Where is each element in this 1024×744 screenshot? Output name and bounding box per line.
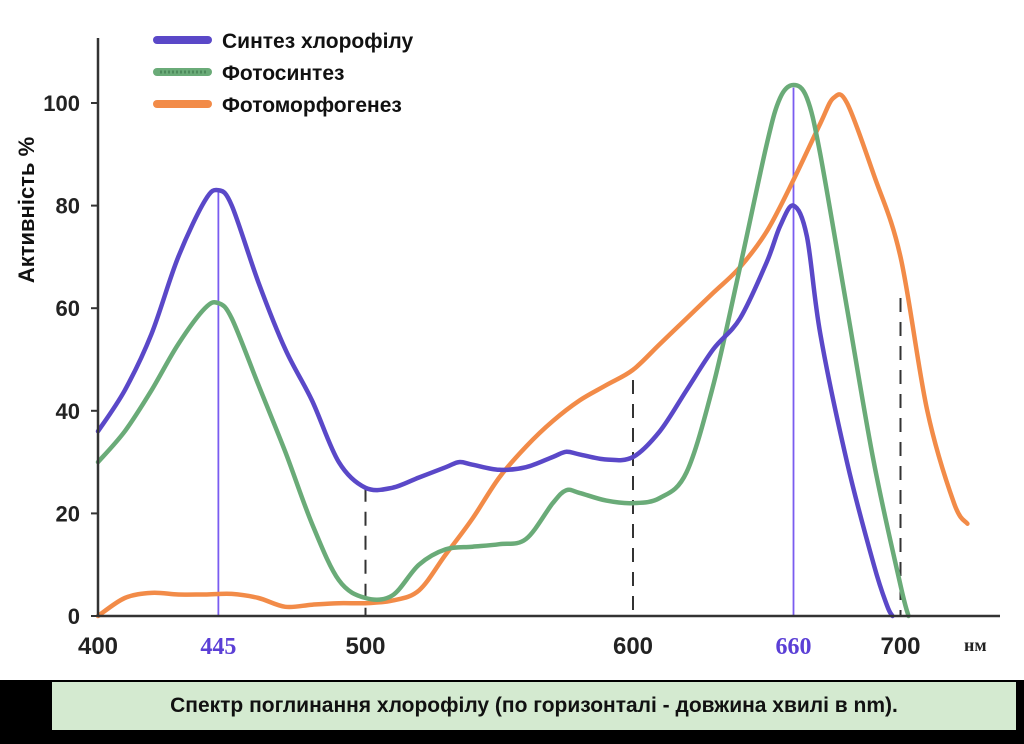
axes xyxy=(96,38,1000,618)
x-axis-unit-label: нм xyxy=(964,635,987,655)
x-tick-label: 600 xyxy=(613,633,653,660)
legend-label: Фотосинтез xyxy=(222,62,344,85)
series-lines xyxy=(95,82,970,619)
legend-label: Синтез хлорофілу xyxy=(222,30,413,53)
y-tick-label: 80 xyxy=(56,194,80,219)
x-tick-label: 500 xyxy=(345,633,385,660)
chart-area: 0 20 40 60 80 100 400 445 500 600 660 700 нм Актив… xyxy=(0,0,1024,680)
x-ticks: 400 445 500 600 660 700 xyxy=(78,633,921,660)
series-line-2 xyxy=(95,82,911,619)
series-line-3 xyxy=(95,92,970,619)
y-tick-label: 20 xyxy=(56,501,80,526)
y-tick-label: 40 xyxy=(56,399,80,424)
series-line-1 xyxy=(95,187,895,619)
legend-label: Фотоморфогенез xyxy=(222,94,402,117)
chart-caption: Спектр поглинання хлорофілу (по горизонт… xyxy=(52,682,1016,730)
y-tick-label: 100 xyxy=(43,91,80,116)
x-tick-label: 445 xyxy=(200,634,236,660)
x-tick-label: 700 xyxy=(880,633,920,660)
x-tick-label: 660 xyxy=(776,634,812,660)
x-tick-label: 400 xyxy=(78,633,118,660)
absorption-spectrum-chart: 0 20 40 60 80 100 400 445 500 600 660 700 нм Актив… xyxy=(14,30,1000,660)
y-axis-label: Активність % xyxy=(14,137,39,283)
y-tick-label: 0 xyxy=(68,604,80,629)
legend: Синтез хлорофілу Фотосинтез Фотоморфогенез xyxy=(153,30,413,117)
y-tick-label: 60 xyxy=(56,296,80,321)
y-ticks: 0 20 40 60 80 100 xyxy=(43,91,98,629)
